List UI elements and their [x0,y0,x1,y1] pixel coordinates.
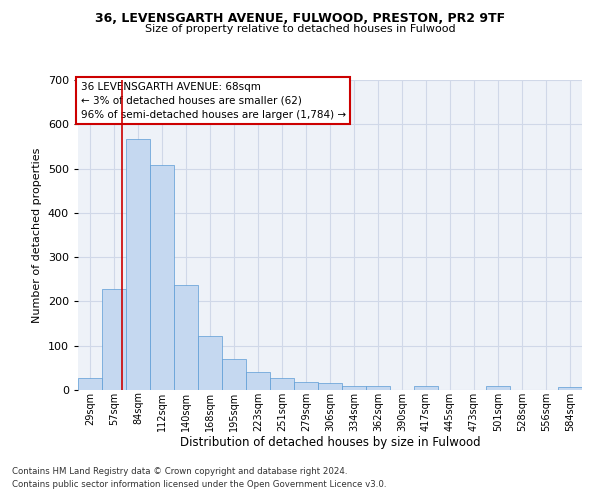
Y-axis label: Number of detached properties: Number of detached properties [32,148,42,322]
Text: Size of property relative to detached houses in Fulwood: Size of property relative to detached ho… [145,24,455,34]
Bar [366,386,390,390]
Bar [342,386,366,390]
Text: Contains HM Land Registry data © Crown copyright and database right 2024.: Contains HM Land Registry data © Crown c… [12,467,347,476]
X-axis label: Distribution of detached houses by size in Fulwood: Distribution of detached houses by size … [179,436,481,450]
Bar [246,372,270,390]
Bar [78,378,102,390]
Bar [486,386,510,390]
Bar [198,336,222,390]
Bar [558,387,582,390]
Text: 36, LEVENSGARTH AVENUE, FULWOOD, PRESTON, PR2 9TF: 36, LEVENSGARTH AVENUE, FULWOOD, PRESTON… [95,12,505,26]
Bar [102,289,126,390]
Bar [270,378,294,390]
Bar [318,383,342,390]
Bar [150,164,174,390]
Bar [126,139,150,390]
Bar [222,358,246,390]
Bar [414,386,438,390]
Text: Contains public sector information licensed under the Open Government Licence v3: Contains public sector information licen… [12,480,386,489]
Text: 36 LEVENSGARTH AVENUE: 68sqm
← 3% of detached houses are smaller (62)
96% of sem: 36 LEVENSGARTH AVENUE: 68sqm ← 3% of det… [80,82,346,120]
Bar [174,284,198,390]
Bar [294,382,318,390]
